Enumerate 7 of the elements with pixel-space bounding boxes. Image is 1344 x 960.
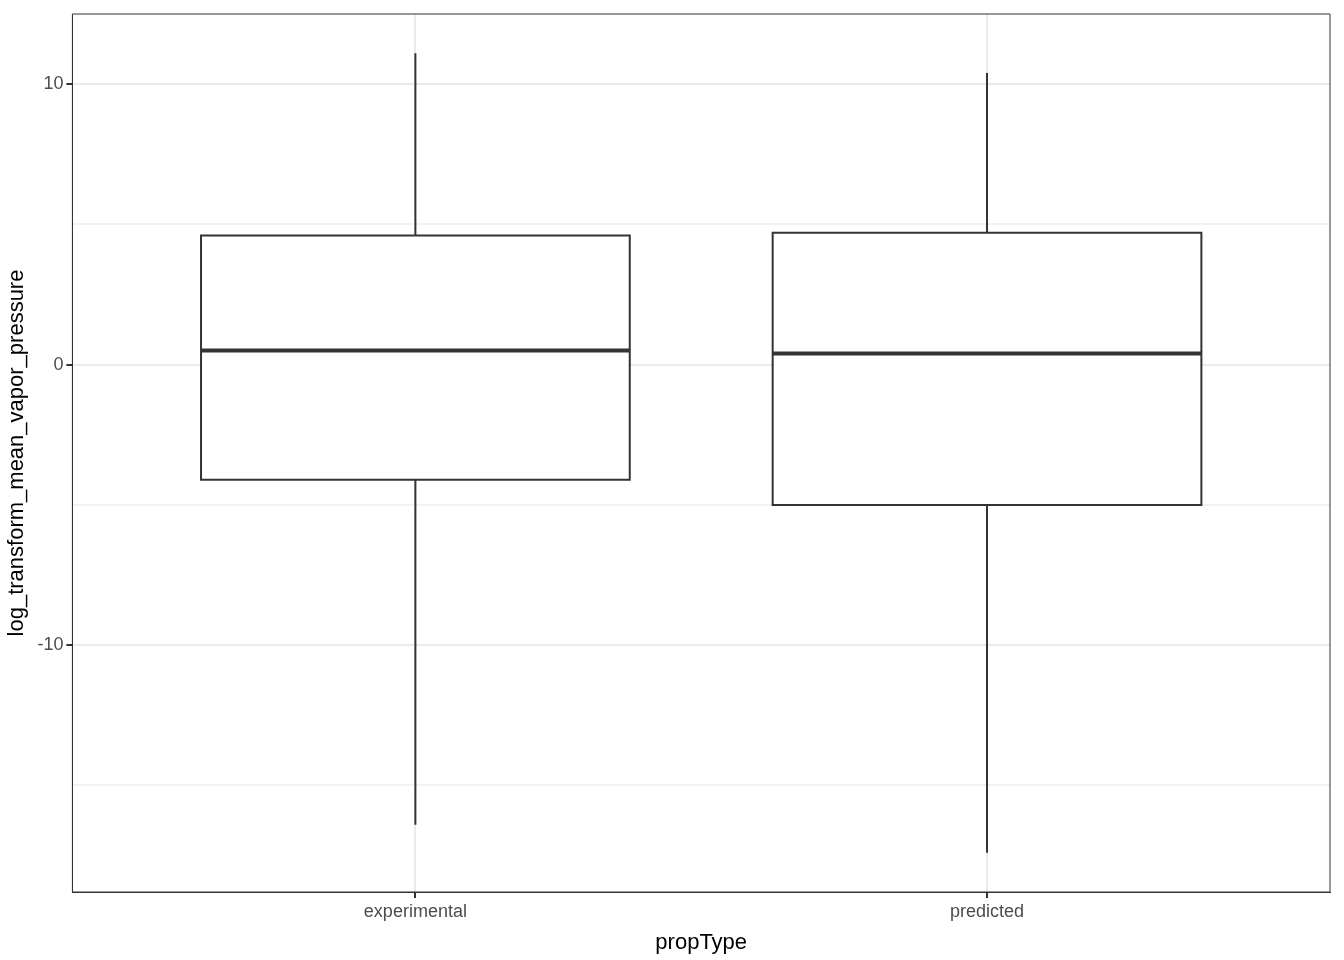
y-axis-title: log_transform_mean_vapor_pressure — [3, 269, 29, 637]
y-tick-label: 10 — [43, 73, 64, 94]
x-tick-label: experimental — [363, 900, 467, 921]
x-tick-label: predicted — [949, 900, 1025, 921]
x-axis-title: propType — [655, 928, 748, 954]
y-tick-label: 0 — [53, 353, 64, 374]
y-tick-label: -10 — [37, 634, 64, 655]
